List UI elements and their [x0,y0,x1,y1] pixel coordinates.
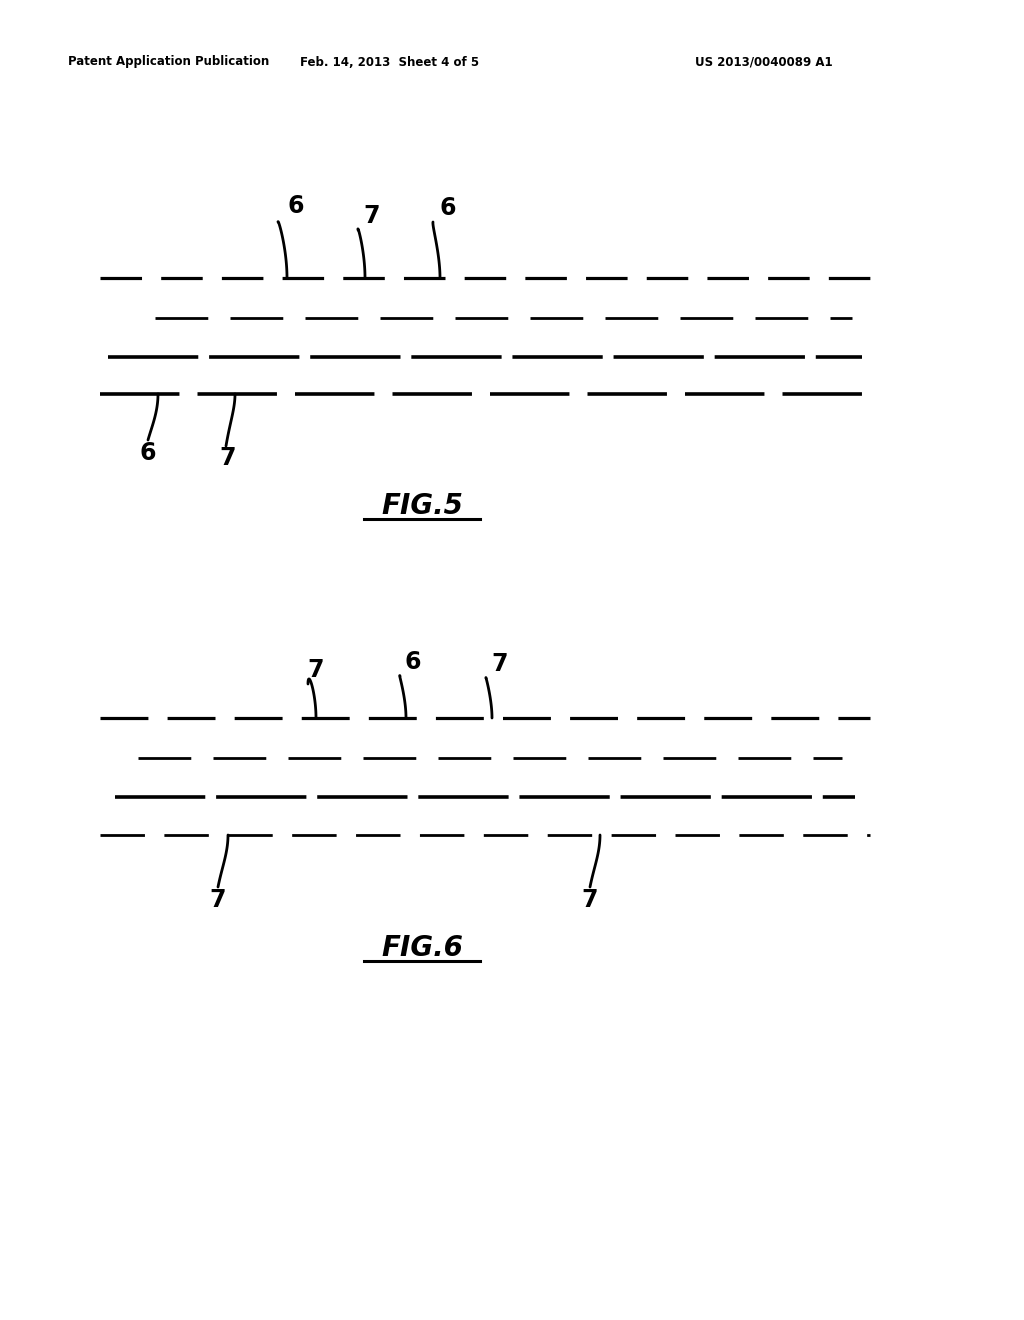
Text: 7: 7 [364,205,380,228]
Text: 7: 7 [308,657,325,682]
Text: 6: 6 [404,649,421,675]
Text: Feb. 14, 2013  Sheet 4 of 5: Feb. 14, 2013 Sheet 4 of 5 [300,55,479,69]
Text: 7: 7 [210,888,226,912]
Text: 7: 7 [492,652,508,676]
Text: FIG.6: FIG.6 [381,935,463,962]
Text: FIG.5: FIG.5 [381,492,463,520]
Text: US 2013/0040089 A1: US 2013/0040089 A1 [695,55,833,69]
Text: 6: 6 [288,194,304,218]
Text: Patent Application Publication: Patent Application Publication [68,55,269,69]
Text: 7: 7 [220,446,237,470]
Text: 7: 7 [582,888,598,912]
Text: 6: 6 [439,195,457,220]
Text: 6: 6 [139,441,157,465]
